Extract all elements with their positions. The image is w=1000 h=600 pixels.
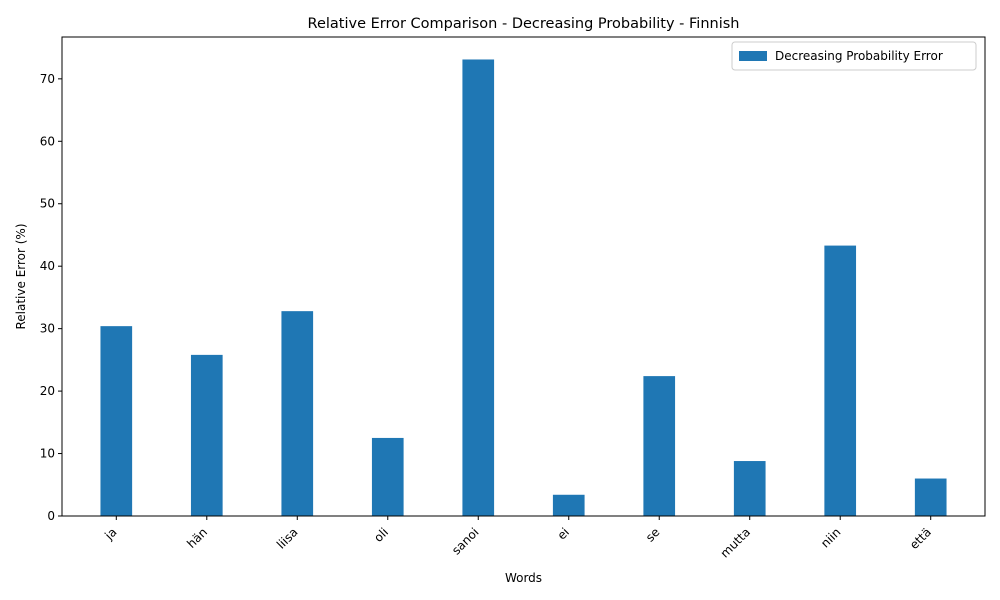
legend: Decreasing Probability Error [731, 41, 977, 71]
legend-label: Decreasing Probability Error [775, 49, 943, 63]
axes-frame [61, 36, 986, 517]
legend-swatch [739, 51, 767, 61]
bar-oli [371, 437, 404, 516]
y-tick-label: 20 [40, 384, 55, 398]
legend-box [731, 41, 977, 71]
y-tick-label: 60 [40, 134, 55, 148]
bar-mutta [733, 461, 766, 516]
x-axis-label: Words [505, 571, 542, 585]
bar-että [914, 478, 947, 516]
y-axis-label: Relative Error (%) [14, 223, 28, 329]
y-tick-label: 40 [40, 259, 55, 273]
bar-niin [824, 245, 857, 516]
bar-liisa [281, 311, 314, 516]
bar-hän [190, 354, 223, 516]
y-tick-label: 70 [40, 72, 55, 86]
y-tick-label: 30 [40, 322, 55, 336]
bar-ja [100, 326, 133, 516]
chart-title: Relative Error Comparison - Decreasing P… [308, 16, 740, 32]
y-axis-ticks: 0 10 20 30 40 50 60 70 [40, 72, 62, 523]
bar-se [643, 376, 676, 516]
y-tick-label: 0 [47, 509, 55, 523]
bar-sanoi [462, 59, 495, 517]
bar-ei [552, 494, 585, 516]
y-tick-label: 10 [40, 447, 55, 461]
bars-layer [100, 59, 947, 517]
y-tick-label: 50 [40, 197, 55, 211]
